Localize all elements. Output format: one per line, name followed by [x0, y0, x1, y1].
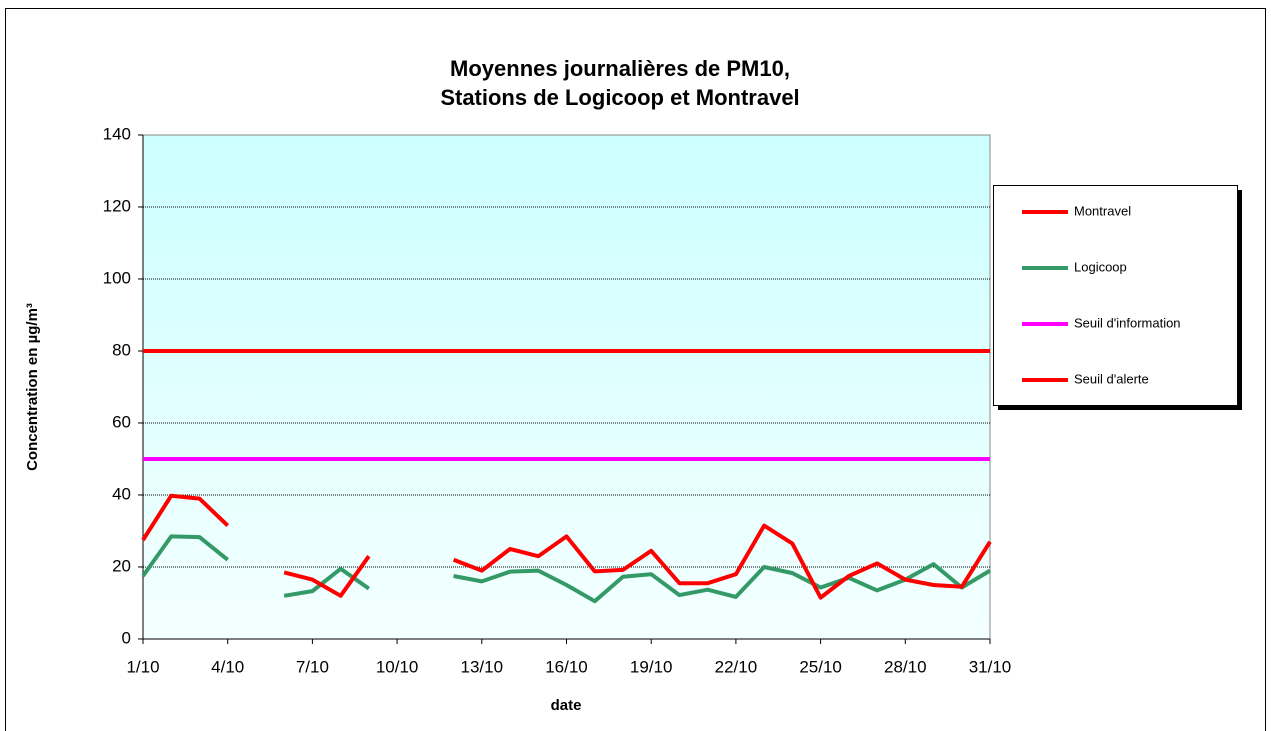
x-tick-label: 28/10 — [884, 657, 927, 676]
x-tick-label: 22/10 — [715, 657, 758, 676]
y-tick-label: 20 — [112, 556, 131, 575]
series-line — [141, 493, 992, 600]
legend-label: Logicoop — [1074, 259, 1127, 274]
x-tick-label: 10/10 — [376, 657, 419, 676]
x-tick-label: 19/10 — [630, 657, 673, 676]
legend-label: Seuil d'information — [1074, 315, 1181, 330]
y-tick-label: 40 — [112, 484, 131, 503]
legend — [993, 185, 1238, 406]
y-axis-title: Concentration en µg/m³ — [24, 303, 41, 471]
legend-label: Seuil d'alerte — [1074, 371, 1149, 386]
x-tick-label: 1/10 — [126, 657, 159, 676]
chart-title: Stations de Logicoop et Montravel — [440, 85, 799, 110]
x-tick-label: 4/10 — [211, 657, 244, 676]
x-tick-label: 16/10 — [545, 657, 588, 676]
x-tick-label: 25/10 — [799, 657, 842, 676]
plot-area — [142, 134, 991, 640]
x-axis-title: date — [551, 697, 582, 714]
chart-frame — [5, 8, 1266, 731]
y-tick-label: 120 — [103, 196, 131, 215]
y-tick-label: 140 — [103, 124, 131, 143]
y-tick-label: 100 — [103, 268, 131, 287]
y-tick-label: 60 — [112, 412, 131, 431]
y-tick-label: 0 — [122, 628, 131, 647]
x-tick-label: 31/10 — [969, 657, 1012, 676]
x-tick-label: 13/10 — [461, 657, 504, 676]
y-tick-label: 80 — [112, 340, 131, 359]
chart-title: Moyennes journalières de PM10, — [450, 56, 790, 81]
x-tick-label: 7/10 — [296, 657, 329, 676]
legend-label: Montravel — [1074, 203, 1131, 218]
